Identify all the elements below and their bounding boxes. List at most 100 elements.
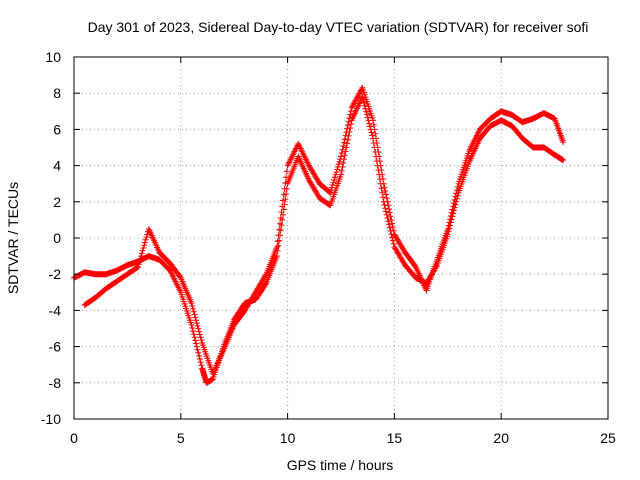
interpolated-marker (376, 153, 383, 160)
interpolated-marker (384, 198, 391, 205)
interpolated-marker (333, 169, 340, 176)
interpolated-marker (373, 135, 380, 142)
y-tick-label: -10 (41, 411, 61, 427)
interpolated-marker (368, 129, 375, 136)
interpolated-marker (189, 303, 196, 310)
interpolated-marker (453, 187, 460, 194)
interpolated-marker (340, 143, 347, 150)
interpolated-marker (198, 362, 205, 369)
interpolated-marker (328, 187, 335, 194)
interpolated-marker (331, 174, 338, 181)
interpolated-marker (191, 334, 198, 341)
y-tick-label: 2 (53, 194, 61, 210)
interpolated-marker (453, 190, 460, 197)
y-tick-label: 8 (53, 85, 61, 101)
interpolated-marker (386, 224, 393, 231)
data-point (370, 117, 377, 124)
interpolated-marker (347, 108, 354, 115)
interpolated-marker (387, 213, 394, 220)
interpolated-marker (343, 129, 350, 136)
interpolated-marker (191, 311, 198, 318)
interpolated-marker (141, 239, 148, 246)
interpolated-marker (328, 184, 335, 191)
interpolated-marker (389, 220, 396, 227)
interpolated-marker (283, 174, 290, 181)
x-tick-label: 20 (493, 430, 509, 446)
interpolated-marker (197, 334, 204, 341)
interpolated-marker (194, 322, 201, 329)
x-tick-label: 5 (177, 430, 185, 446)
interpolated-marker (190, 308, 197, 315)
interpolated-marker (196, 331, 203, 338)
interpolated-marker (339, 146, 346, 153)
data-point (135, 263, 142, 270)
interpolated-marker (386, 206, 393, 213)
interpolated-marker (344, 122, 351, 129)
interpolated-marker (379, 171, 386, 178)
interpolated-marker (366, 123, 373, 130)
interpolated-marker (372, 130, 379, 137)
interpolated-marker (136, 258, 143, 265)
interpolated-marker (386, 209, 393, 216)
interpolated-marker (344, 125, 351, 132)
interpolated-marker (198, 337, 205, 344)
x-tick-label: 0 (70, 430, 78, 446)
interpolated-marker (450, 203, 457, 210)
y-tick-label: -2 (49, 266, 62, 282)
data-point (327, 189, 334, 196)
interpolated-marker (382, 205, 389, 212)
interpolated-marker (281, 185, 288, 192)
data-point (188, 300, 195, 307)
chart-title: Day 301 of 2023, Sidereal Day-to-day VTE… (88, 19, 589, 35)
interpolated-marker (138, 253, 145, 260)
interpolated-marker (377, 162, 384, 169)
grid-lines (74, 57, 608, 419)
interpolated-marker (338, 167, 345, 174)
interpolated-marker (376, 158, 383, 165)
interpolated-marker (343, 144, 350, 151)
interpolated-marker (338, 150, 345, 157)
interpolated-marker (379, 189, 386, 196)
interpolated-marker (450, 200, 457, 207)
interpolated-marker (447, 216, 454, 223)
interpolated-marker (360, 99, 367, 106)
interpolated-marker (330, 179, 337, 186)
interpolated-marker (452, 193, 459, 200)
interpolated-marker (341, 152, 348, 159)
data-point (188, 321, 195, 328)
interpolated-marker (334, 163, 341, 170)
data-point (560, 157, 567, 164)
data-point (380, 180, 387, 187)
interpolated-marker (369, 132, 376, 139)
plot-series (71, 84, 567, 386)
y-tick-label: 6 (53, 121, 61, 137)
interpolated-marker (189, 324, 196, 331)
interpolated-marker (366, 120, 373, 127)
interpolated-marker (276, 226, 283, 233)
interpolated-marker (374, 144, 381, 151)
interpolated-marker (385, 218, 392, 225)
interpolated-marker (342, 132, 349, 139)
interpolated-marker (389, 224, 396, 231)
interpolated-marker (331, 176, 338, 183)
interpolated-marker (371, 126, 378, 133)
interpolated-marker (370, 121, 377, 128)
interpolated-marker (384, 214, 391, 221)
interpolated-marker (141, 242, 148, 249)
data-point (273, 244, 280, 251)
interpolated-marker (336, 158, 343, 165)
interpolated-marker (361, 102, 368, 109)
interpolated-marker (276, 220, 283, 227)
interpolated-marker (192, 337, 199, 344)
interpolated-marker (335, 161, 342, 168)
interpolated-marker (196, 328, 203, 335)
axis-ticks: -10 -8 -6 -4 -2 0 2 4 6 8 10 0 5 10 15 20 25 (41, 49, 616, 446)
interpolated-marker (332, 171, 339, 178)
interpolated-marker (378, 185, 385, 192)
interpolated-marker (446, 219, 453, 226)
x-tick-label: 15 (387, 430, 403, 446)
series-1 (81, 84, 567, 377)
interpolated-marker (135, 261, 142, 268)
